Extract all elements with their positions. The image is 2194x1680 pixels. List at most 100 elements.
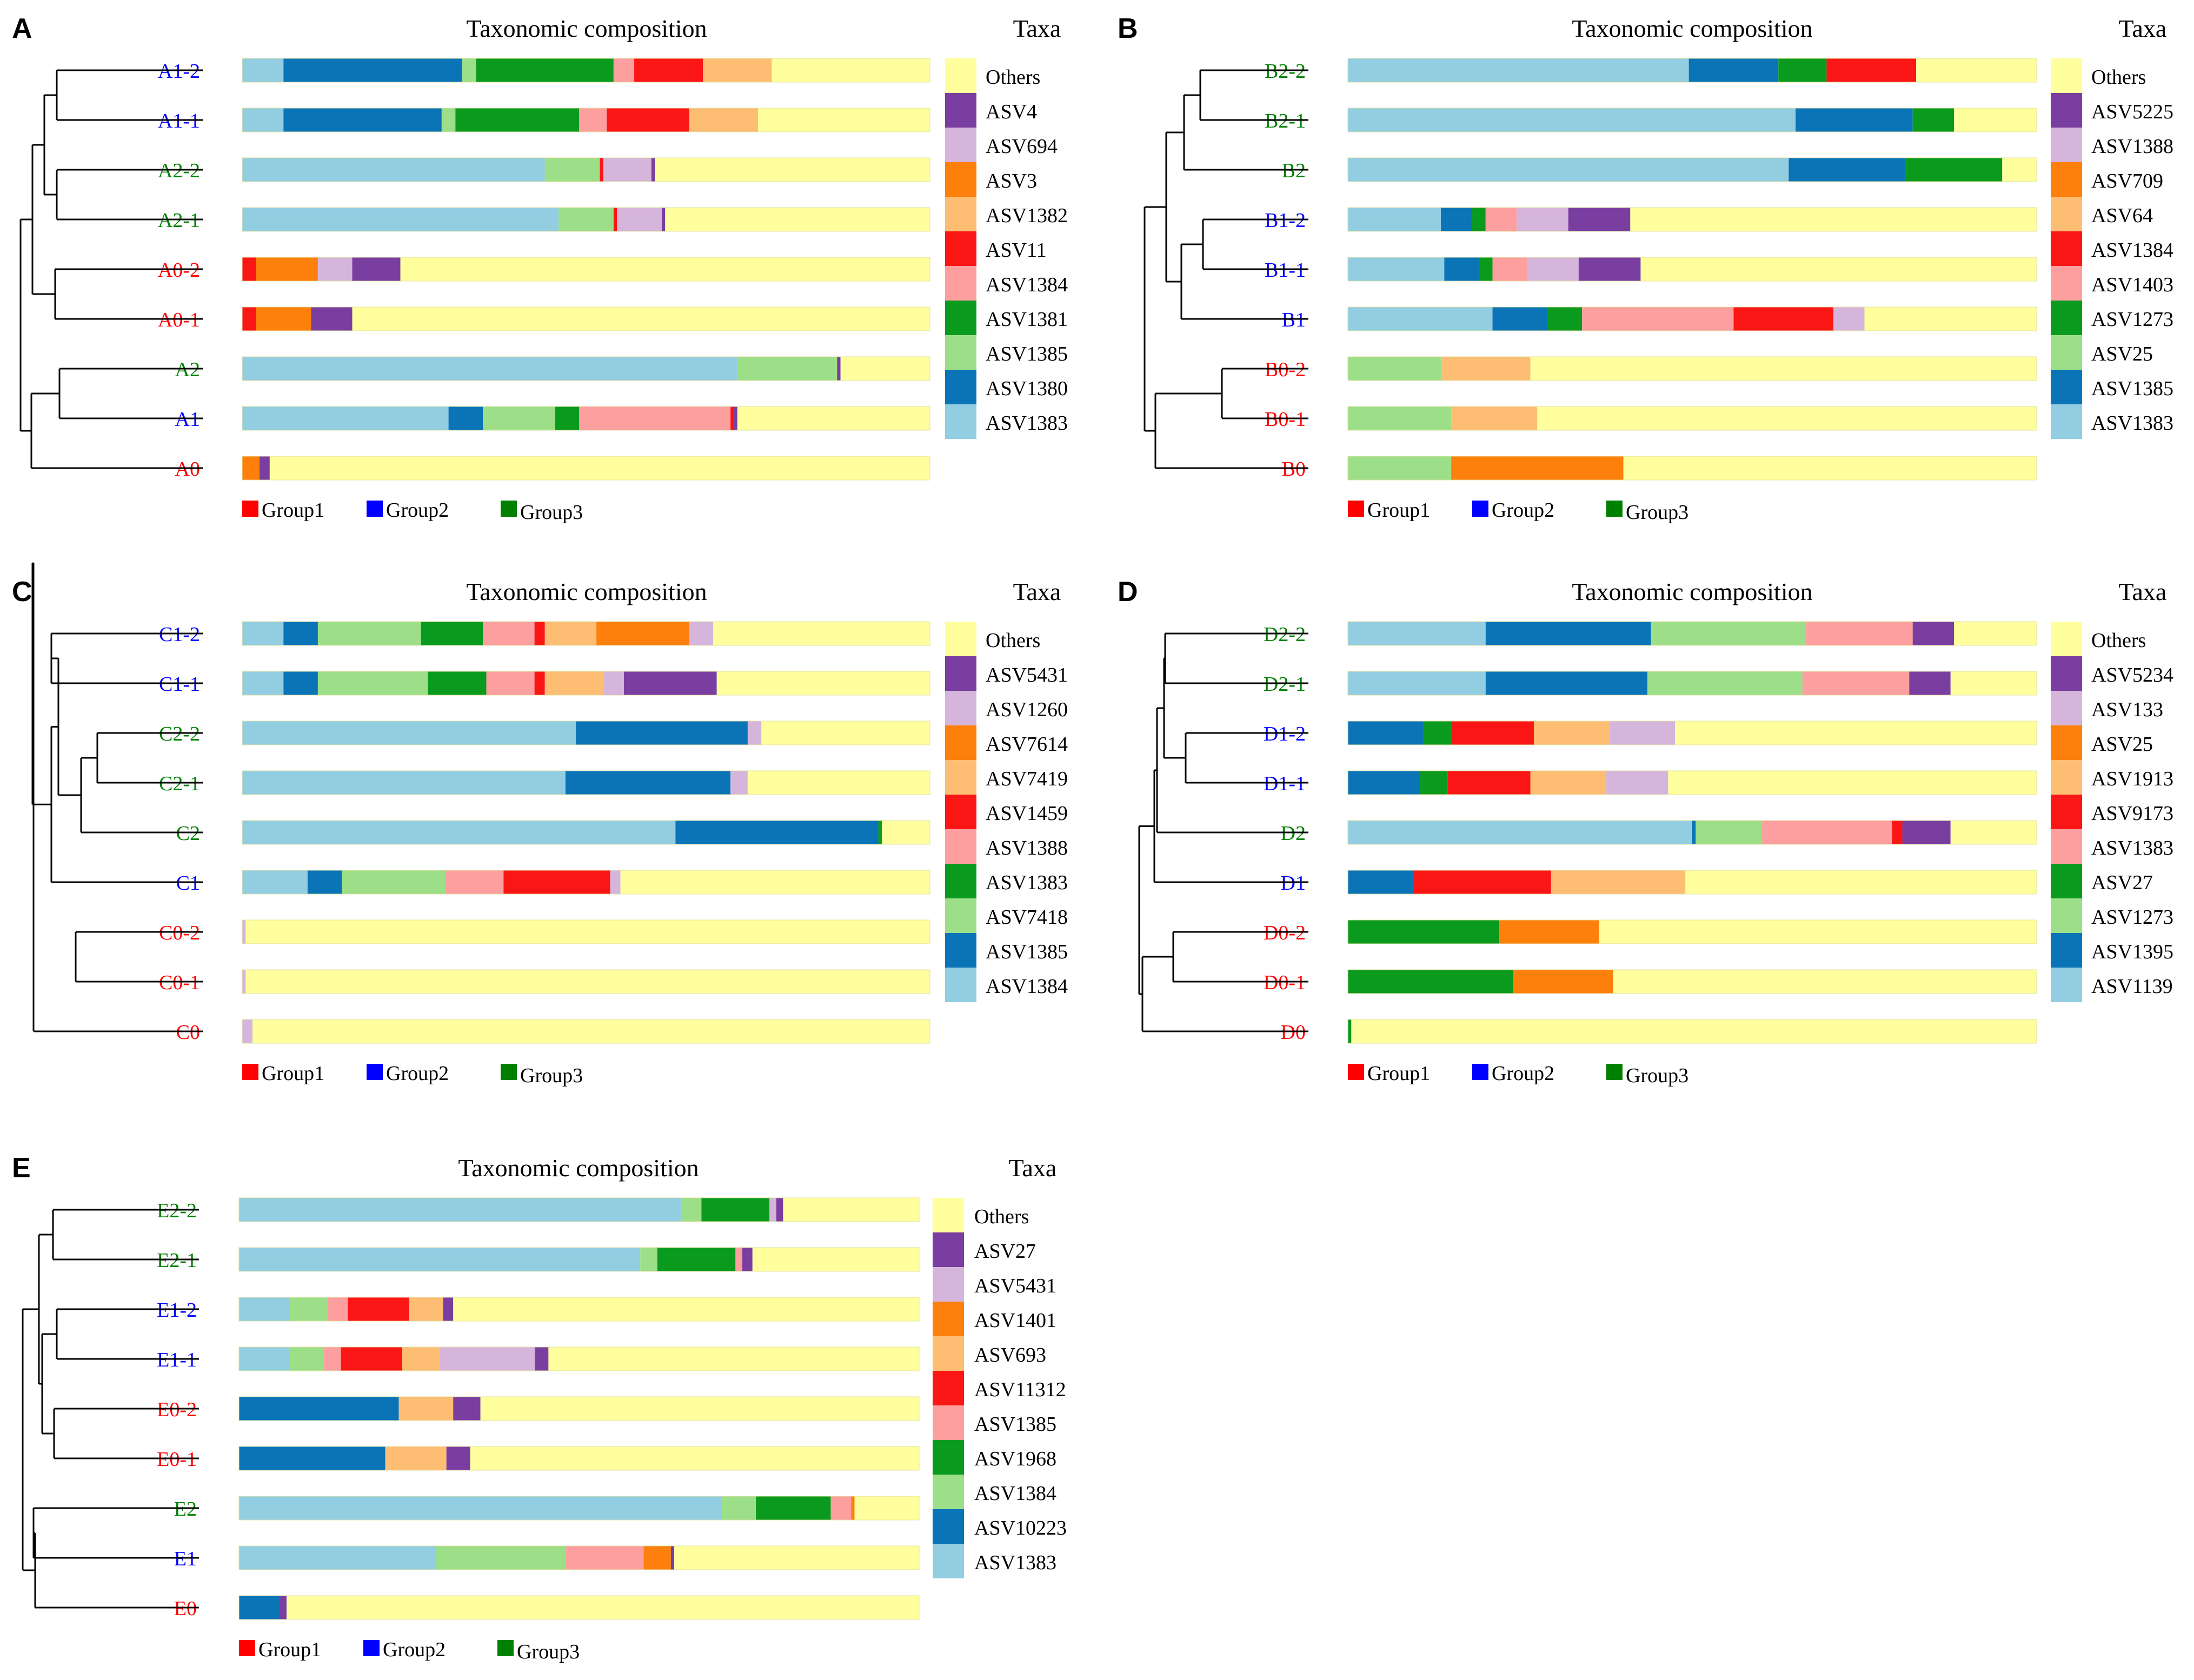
bar-segment-ASV1403 [1485,208,1517,231]
bar-segment-ASV27 [742,1248,753,1271]
sample-label: D0-2 [1264,922,1306,944]
bar-segment-Others [352,307,930,331]
bar-segment-ASV27 [1424,721,1452,745]
bar-segment-ASV1385 [1440,208,1472,231]
legend-swatch [2051,266,2082,301]
bar-segment-ASV1385 [1796,108,1913,132]
bar-segment-ASV1383 [421,622,483,645]
bar-segment-Others [470,1446,919,1470]
group-legend-label: Group1 [1367,1062,1430,1085]
bar-segment-ASV11 [613,208,617,231]
bar-outline [238,1496,920,1521]
legend-label: ASV9173 [2091,802,2173,825]
group-legend-label: Group3 [517,1641,580,1663]
legend-label: ASV693 [974,1344,1046,1366]
bar-segment-ASV1384 [613,58,635,82]
bar-segment-Others [245,920,930,944]
bar-segment-ASV27 [280,1596,287,1619]
legend-label: Others [2091,629,2146,652]
bar-segment-ASV1260 [689,622,714,645]
legend-label: ASV1384 [986,274,1068,296]
legend-title: Taxa [2119,15,2167,42]
bar-outline [1347,58,2037,83]
bar-segment-ASV11 [242,307,256,331]
bar-segment-ASV1384 [1733,307,1834,331]
legend-label: ASV1139 [2091,975,2173,998]
group-legend-swatch [1472,1064,1488,1080]
bar-segment-ASV1383 [242,108,284,132]
legend-label: ASV1388 [986,837,1068,859]
bar-segment-ASV693 [398,1397,454,1421]
legend-swatch [933,1544,964,1578]
legend-label: ASV1380 [986,377,1068,400]
bar-segment-ASV1385 [735,1248,742,1271]
legend-label: ASV709 [2091,170,2163,192]
bar-segment-ASV4 [661,208,666,231]
legend-swatch [945,335,976,370]
bar-outline [242,919,930,944]
legend-label: ASV25 [2091,733,2153,756]
bar-segment-ASV1385 [441,108,456,132]
bar-segment-ASV7419 [544,622,597,645]
bar-segment-Others [245,970,930,994]
bar-segment-ASV693 [385,1446,447,1470]
bar-segment-ASV1139 [1348,821,1692,844]
legend-swatch [2051,656,2082,691]
bar-segment-Others [1623,456,2037,480]
sample-label: B2 [1282,159,1306,182]
legend-swatch [945,266,976,301]
bar-segment-ASV1383 [239,1198,681,1222]
bar-segment-ASV3 [256,307,311,331]
legend-swatch [945,301,976,335]
legend-label: ASV3 [986,170,1037,192]
group-legend-label: Group3 [520,1064,583,1087]
bar-segment-ASV1273 [1472,208,1486,231]
bar-segment-ASV1385 [483,406,555,430]
chart-title: Taxonomic composition [466,578,707,605]
bar-segment-ASV7418 [317,622,421,645]
bar-segment-ASV1383 [239,1248,641,1271]
bar-segment-ASV133 [1610,721,1676,745]
bar-outline [242,770,930,795]
bar-segment-ASV27 [1348,970,1513,994]
bar-outline [1347,870,2037,895]
legend-label: ASV1385 [986,343,1068,365]
bar-segment-Others [716,671,930,695]
bar-segment-ASV25 [1499,920,1600,944]
bar-segment-ASV3 [256,257,318,281]
bar-outline [242,306,930,331]
bar-segment-Others [1640,257,2037,281]
bar-segment-ASV1273 [1547,307,1583,331]
bar-segment-ASV1913 [1530,771,1606,795]
bar-segment-ASV5225 [1568,208,1631,231]
bar-segment-ASV27 [1348,1019,1352,1043]
bar-segment-ASV1384 [242,771,566,795]
bar-outline [1347,157,2037,182]
legend-label: Others [2091,66,2146,89]
bar-segment-ASV694 [603,158,651,182]
bar-segment-ASV4 [651,158,655,182]
group-legend-label: Group1 [262,1062,324,1085]
bar-segment-ASV1388 [1527,257,1579,281]
sample-label: C2-1 [159,772,200,795]
bar-outline [1347,721,2037,745]
bar-segment-ASV1260 [610,870,621,894]
sample-label: B0 [1282,458,1306,481]
bar-segment-Others [783,1198,919,1222]
legend-label: ASV10223 [974,1517,1067,1539]
bar-segment-ASV4 [734,406,737,430]
group-legend-swatch [497,1640,514,1656]
bar-segment-ASV1385 [283,671,318,695]
bar-segment-ASV27 [1420,771,1448,795]
bar-segment-ASV1385 [462,58,476,82]
bar-segment-ASV27 [670,1546,675,1570]
bar-segment-Others [1675,721,2037,745]
bar-segment-ASV709 [1451,456,1624,480]
sample-label: E2-2 [157,1199,197,1222]
bar-segment-ASV1273 [1778,58,1827,82]
bar-segment-Others [1630,208,2037,231]
legend-label: ASV1384 [974,1482,1056,1505]
sample-label: E2-1 [157,1249,197,1272]
legend-label: ASV1382 [986,204,1068,227]
bar-segment-Others [2002,158,2037,182]
